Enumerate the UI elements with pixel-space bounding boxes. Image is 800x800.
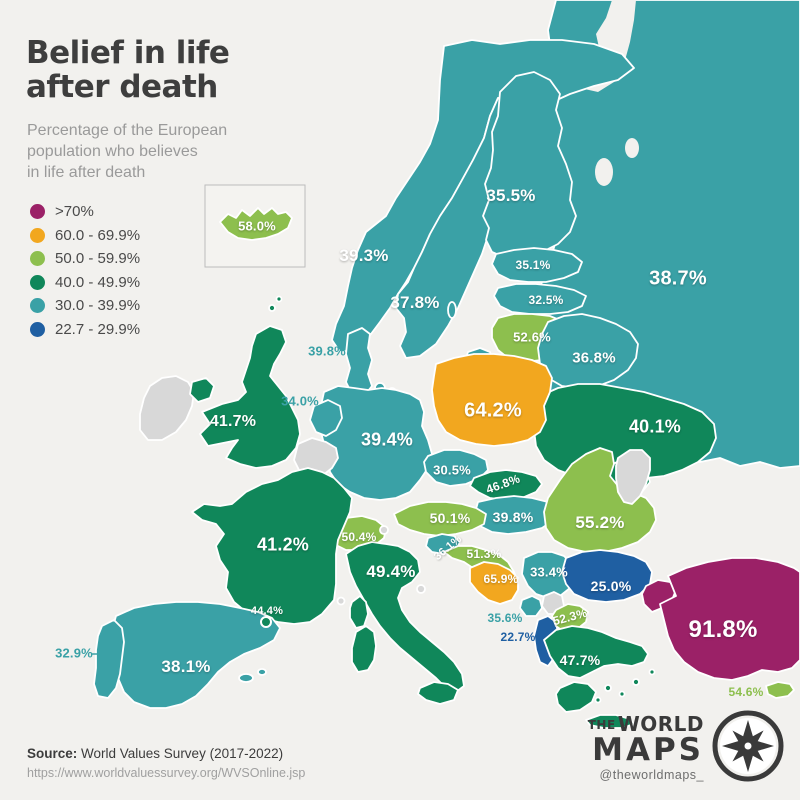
- country-monaco: [336, 596, 346, 606]
- country-slovakia: [469, 469, 543, 501]
- logo-the: THE: [587, 717, 616, 732]
- legend-label: 30.0 - 39.9%: [55, 297, 141, 315]
- legend-label: 22.7 - 29.9%: [55, 320, 141, 338]
- logo-world: WORLD: [617, 711, 704, 736]
- legend-swatch-icon: [30, 251, 45, 267]
- logo-maps: MAPS: [592, 731, 704, 768]
- island-sardinia: [351, 625, 377, 673]
- logo-handle: @theworldmaps_: [599, 768, 704, 782]
- lake-ladoga: [595, 158, 613, 186]
- island-mallorca: [238, 673, 254, 683]
- legend-swatch-icon: [30, 274, 45, 290]
- island-menorca: [257, 668, 267, 676]
- title-line2: after death: [26, 69, 218, 106]
- region-northern-ireland: [189, 377, 215, 403]
- country-north-macedonia: [551, 603, 589, 633]
- region-peloponnese: [555, 681, 597, 713]
- legend-swatch-icon: [30, 204, 45, 220]
- country-moldova: [615, 449, 651, 505]
- legend-swatch-icon: [30, 298, 45, 314]
- country-montenegro: [519, 595, 543, 617]
- aegean-island: [632, 678, 640, 686]
- country-ireland: [139, 375, 195, 441]
- legend: >70% 60.0 - 69.9% 50.0 - 59.9% 40.0 - 49.9%…: [30, 200, 140, 341]
- source-block: Source: World Values Survey (2017-2022) …: [27, 744, 305, 782]
- country-romania: [543, 447, 657, 553]
- legend-item-1: 60.0 - 69.9%: [30, 224, 140, 248]
- legend-swatch-icon: [30, 227, 45, 243]
- country-portugal: [93, 619, 125, 699]
- island-crete: [585, 714, 635, 729]
- country-liechtenstein: [379, 525, 389, 535]
- legend-label: 40.0 - 49.9%: [55, 273, 141, 291]
- island-sicily: [417, 681, 459, 705]
- country-ukraine: [533, 383, 717, 481]
- country-cyprus: [765, 681, 795, 699]
- country-finland: [482, 71, 577, 259]
- page-title: Belief in life after death: [26, 35, 230, 106]
- legend-label: 50.0 - 59.9%: [55, 250, 141, 268]
- country-france: [191, 467, 353, 625]
- country-spain: [111, 601, 281, 709]
- source-label: Source:: [27, 746, 78, 761]
- legend-label: >70%: [55, 203, 94, 221]
- legend-item-0: >70%: [30, 200, 140, 224]
- compass-icon: [712, 710, 784, 782]
- country-bulgaria: [561, 549, 653, 603]
- country-belarus: [537, 313, 639, 389]
- legend-item-2: 50.0 - 59.9%: [30, 247, 140, 271]
- island-shetland: [268, 304, 276, 312]
- country-poland: [431, 353, 553, 447]
- island-orkney: [275, 295, 283, 303]
- country-denmark: [345, 327, 373, 397]
- country-united-kingdom: [199, 325, 301, 469]
- country-italy: [345, 541, 465, 693]
- subtitle-line3: in life after death: [27, 164, 146, 182]
- legend-label: 60.0 - 69.9%: [55, 226, 141, 244]
- source-line: Source: World Values Survey (2017-2022): [27, 744, 305, 764]
- country-greece: [543, 625, 649, 679]
- logo-line1: THE WORLD: [588, 712, 704, 736]
- page-subtitle: Percentage of the European population wh…: [27, 120, 227, 183]
- country-austria: [393, 501, 487, 537]
- island-corsica: [349, 595, 369, 629]
- country-estonia: [491, 247, 583, 283]
- aegean-island: [618, 690, 626, 698]
- subtitle-line1: Percentage of the European: [27, 122, 228, 139]
- brand-logo: THE WORLD MAPS @theworldmaps_: [588, 712, 704, 782]
- source-text: World Values Survey (2017-2022): [77, 746, 284, 761]
- aegean-island: [648, 668, 656, 676]
- country-san-marino: [416, 584, 426, 594]
- country-netherlands: [309, 399, 343, 437]
- andorra-marker: [260, 616, 272, 628]
- legend-swatch-icon: [30, 321, 45, 337]
- island-gotland: [447, 301, 457, 319]
- title-line1: Belief in life: [26, 35, 230, 71]
- source-url: https://www.worldvaluessurvey.org/WVSOnl…: [27, 765, 306, 780]
- country-turkey: [659, 557, 800, 681]
- legend-item-5: 22.7 - 29.9%: [30, 318, 140, 342]
- legend-item-4: 30.0 - 39.9%: [30, 294, 140, 318]
- country-latvia: [493, 283, 587, 315]
- aegean-island: [594, 696, 602, 704]
- aegean-island: [604, 684, 612, 692]
- country-iceland: [219, 207, 293, 241]
- subtitle-line2: population who believes: [27, 143, 198, 161]
- legend-item-3: 40.0 - 49.9%: [30, 271, 140, 295]
- country-bosnia: [469, 561, 519, 605]
- lake-onega: [625, 138, 639, 158]
